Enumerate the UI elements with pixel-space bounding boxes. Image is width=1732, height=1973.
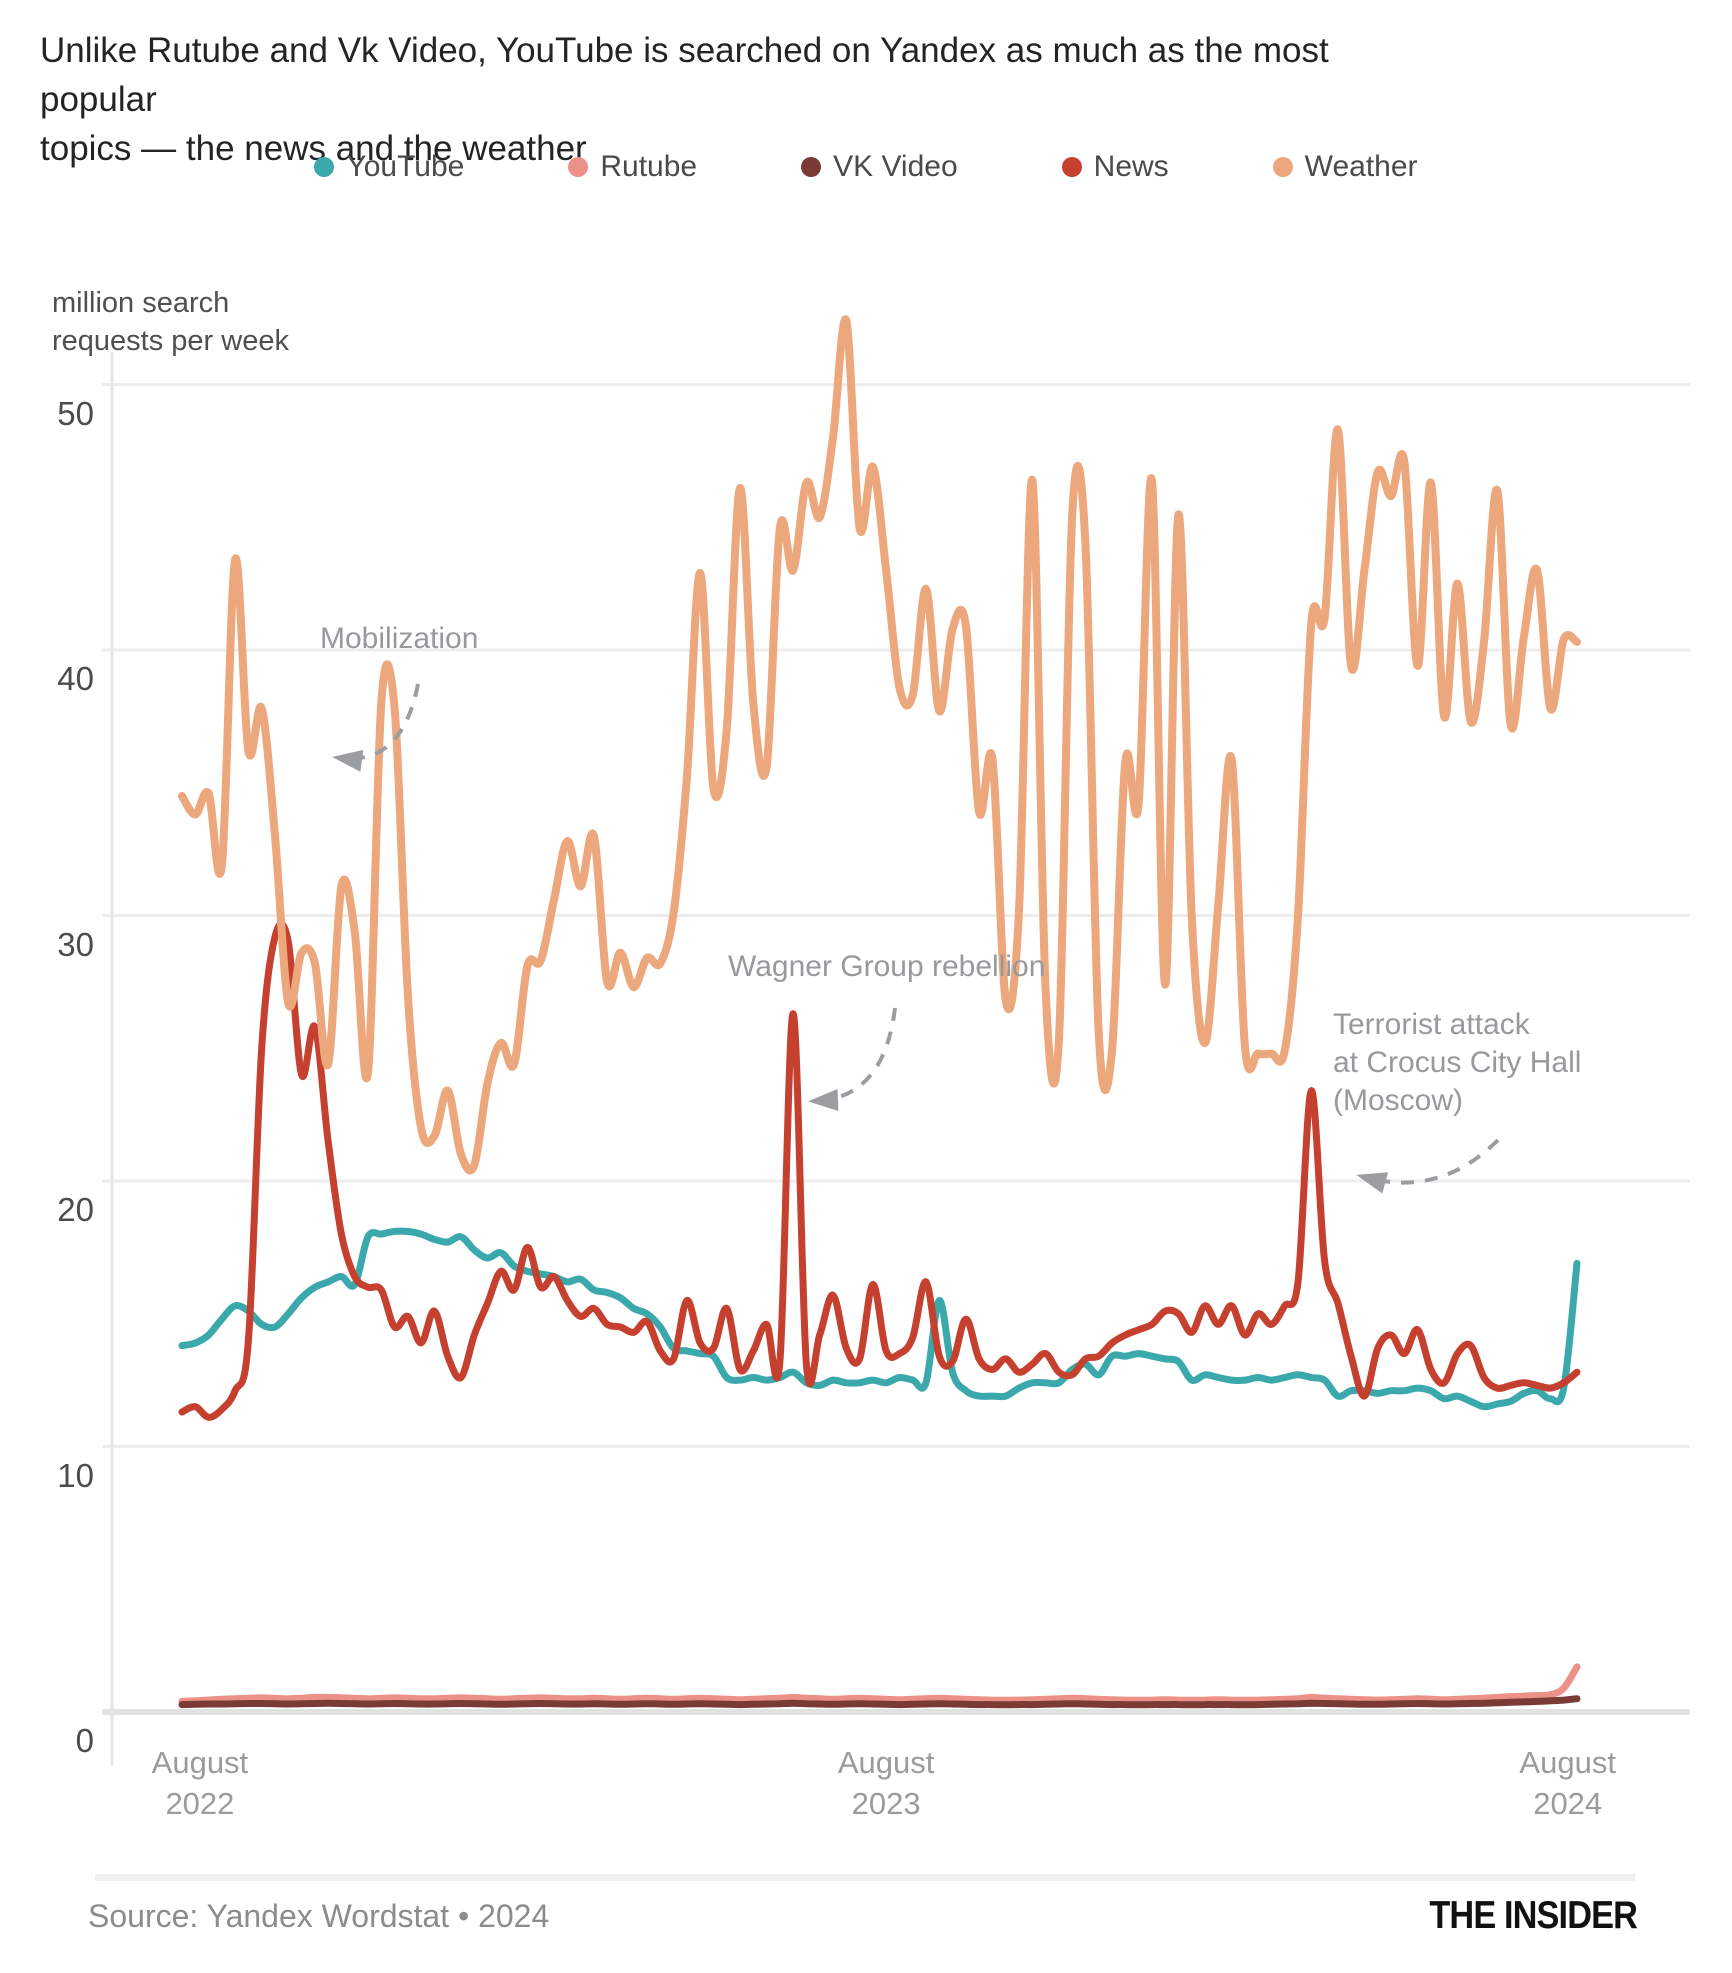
- annotation-arrow-wagner: [815, 1007, 897, 1103]
- annotation-crocus-attack: Terrorist attack at Crocus City Hall (Mo…: [1333, 1008, 1582, 1117]
- legend-item-rutube[interactable]: Rutube: [568, 150, 697, 184]
- x-tick-label-0: August 2022: [151, 1745, 249, 1821]
- legend-item-weather[interactable]: Weather: [1272, 150, 1418, 184]
- annotation-wagner-rebellion: Wagner Group rebellion: [728, 950, 1046, 983]
- legend-dot-icon: [801, 157, 822, 177]
- annotation-arrowhead-mobilization: [332, 749, 364, 772]
- annotation-arrowhead-wagner: [808, 1089, 839, 1112]
- annotation-mobilization: Mobilization: [320, 622, 479, 655]
- legend-item-vk-video[interactable]: VK Video: [801, 150, 958, 184]
- y-axis-unit-label: million search requests per week: [52, 287, 289, 357]
- series-line-rutube: [178, 1663, 1581, 1705]
- series-line-vk-video: [178, 1695, 1581, 1709]
- page-title: Unlike Rutube and Vk Video, YouTube is s…: [40, 31, 1329, 168]
- legend-dot-icon: [314, 157, 335, 177]
- y-tick-label-20: 20: [57, 1191, 94, 1228]
- y-tick-label-40: 40: [57, 660, 94, 697]
- x-tick-label-1: August 2023: [837, 1745, 935, 1821]
- series-line-news: [178, 920, 1581, 1421]
- legend: YouTube Rutube VK Video News Weather: [0, 150, 1732, 184]
- legend-label: VK Video: [833, 150, 958, 183]
- x-tick-label-2: August 2024: [1519, 1745, 1616, 1821]
- y-tick-label-30: 30: [57, 925, 94, 963]
- legend-dot-icon: [1061, 157, 1082, 177]
- the-insider-logo: THE INSIDER: [1429, 1894, 1638, 1937]
- legend-dot-icon: [568, 157, 589, 177]
- legend-label: YouTube: [346, 150, 465, 183]
- legend-item-news[interactable]: News: [1061, 150, 1169, 184]
- y-tick-label-50: 50: [57, 394, 94, 432]
- series-line-youtube: [178, 1227, 1581, 1411]
- source-credit: Source: Yandex Wordstat • 2024: [88, 1898, 550, 1934]
- legend-label: Weather: [1304, 150, 1418, 183]
- annotation-arrowhead-crocus: [1356, 1172, 1389, 1194]
- y-tick-label-0: 0: [75, 1722, 94, 1759]
- legend-item-youtube[interactable]: YouTube: [314, 150, 464, 184]
- legend-label: News: [1093, 150, 1169, 183]
- series-line-weather: [178, 315, 1581, 1175]
- footer-divider: [95, 1874, 1635, 1881]
- legend-label: Rutube: [600, 150, 698, 183]
- y-tick-label-10: 10: [57, 1456, 94, 1494]
- legend-dot-icon: [1272, 157, 1293, 177]
